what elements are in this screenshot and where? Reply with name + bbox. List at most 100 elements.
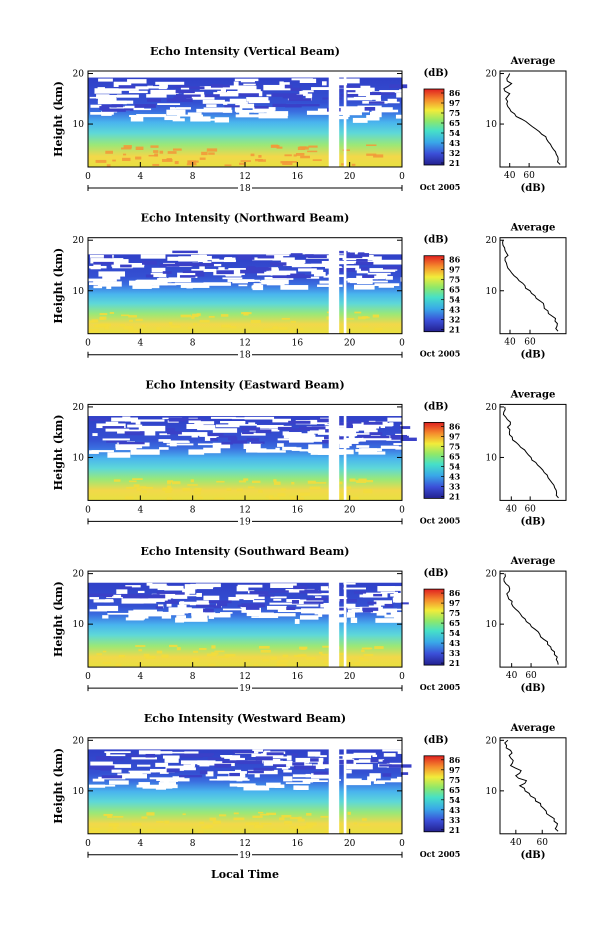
echo-gap [159,779,178,782]
echo-speckle [107,829,119,832]
echo-speckle [123,325,134,330]
day-label: 19 [239,517,251,527]
echo-gap [384,101,400,104]
echo-speckle [156,327,161,331]
echo-streak [332,607,348,611]
echo-streak [367,601,377,605]
echo-speckle [338,652,347,655]
echo-gap [203,107,232,113]
echo-streak [379,764,392,767]
echo-speckle [95,159,107,163]
echo-gap [143,285,160,289]
echo-gap [184,584,213,590]
echo-streak [106,440,127,443]
echo-gap [202,99,225,104]
echo-speckle [124,496,134,500]
echo-gap [93,263,101,269]
x-axis-label: Local Time [211,868,279,881]
echo-gap [310,773,336,779]
echo-gap [129,86,149,90]
colorbar-tick-label: 65 [449,118,460,128]
echo-gap [217,90,222,93]
average-y-tick-label: 20 [486,236,498,246]
echo-gap [199,265,205,271]
echo-gap [339,597,348,600]
echo-gap [181,594,201,597]
colorbar-tick-label: 97 [449,431,460,441]
echo-speckle [298,816,302,820]
echo-streak [222,760,248,764]
echo-speckle [156,650,163,654]
echo-gap [356,268,369,274]
echo-speckle [359,823,371,826]
echo-streak [291,600,299,604]
echo-speckle [153,150,159,153]
echo-gap [295,757,324,763]
echo-gap [167,256,191,261]
day-label-bg [238,682,252,693]
day-label-bg [238,848,252,859]
echo-speckle [290,321,296,323]
echo-speckle [296,153,305,156]
data-gap [343,571,347,668]
echo-gap [180,87,190,90]
echo-speckle [258,155,262,158]
echo-speckle [243,312,249,316]
echo-gap [176,615,187,619]
echo-gap [372,754,378,757]
echo-gap [387,417,402,422]
colorbar [423,255,445,333]
echo-gap [228,268,249,271]
colorbar-tick-label: 65 [449,785,460,795]
echo-gap [190,419,201,423]
echo-speckle [112,159,116,162]
x-tick-label: 8 [190,505,196,515]
echo-streak [347,420,361,424]
echo-streak [313,771,335,775]
echo-speckle [170,325,181,328]
echo-speckle [141,816,148,819]
panel-3: Echo Intensity (Southward Beam) 10 20 Heigh… [52,545,567,694]
echo-speckle [361,649,365,653]
echo-gap [393,592,402,598]
echo-speckle [213,497,225,500]
echo-gap [212,428,238,433]
echo-gap [390,778,402,782]
colorbar-tick-label: 97 [449,765,460,775]
echo-speckle [346,486,352,489]
data-gap [328,737,340,834]
day-label-bg [238,515,252,526]
echo-speckle [187,160,196,164]
echo-gap [272,257,295,261]
echo-speckle [268,497,280,501]
echo-speckle [305,822,317,826]
echo-gap [203,282,231,286]
x-tick-label: 0 [85,672,91,682]
echo-gap [129,771,151,774]
echo-speckle [354,311,362,314]
echo-streak [272,275,291,279]
echo-gap [90,112,114,115]
echo-streak [272,764,287,767]
colorbar-tick-label: 32 [449,148,460,158]
echo-speckle [258,489,263,493]
echo-gap [220,86,226,93]
average-profile [504,739,559,832]
echo-gap [138,782,150,786]
date-label: Oct 2005 [420,849,461,859]
echo-streak [339,599,357,603]
echo-speckle [216,480,225,483]
echo-speckle [288,329,294,333]
echo-speckle [278,327,288,330]
echo-speckle [211,652,219,655]
echo-gap [161,784,178,789]
echo-speckle [300,647,306,651]
echo-gap [218,267,225,272]
echo-gap [204,435,211,441]
echo-gap [311,263,330,267]
echo-streak [357,253,370,257]
colorbar-unit: (dB) [424,401,449,412]
echo-gap [383,753,396,757]
y-tick-label: 20 [73,570,85,580]
